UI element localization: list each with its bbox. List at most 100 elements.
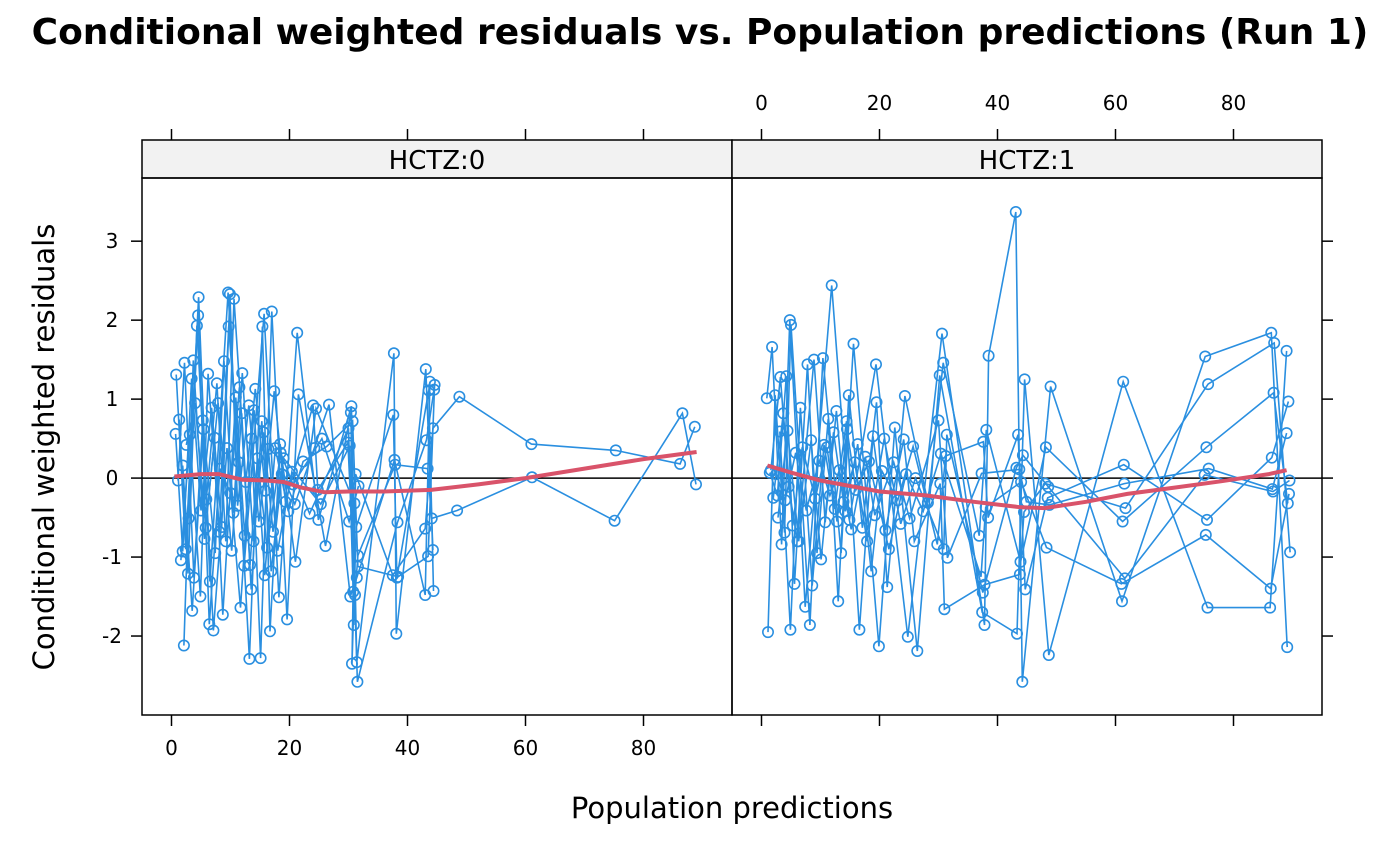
data-point (1010, 627, 1023, 640)
x-tick-label: 20 (867, 91, 892, 115)
data-point (210, 377, 223, 390)
data-point (784, 318, 797, 331)
data-point (243, 652, 256, 665)
data-point (766, 340, 779, 353)
data-point (816, 352, 829, 365)
data-point (771, 511, 784, 524)
subject-line (777, 430, 1290, 593)
data-point (308, 442, 321, 455)
smooth-line (766, 463, 1288, 511)
data-point (192, 309, 205, 322)
data-point (419, 588, 432, 601)
data-point (187, 354, 200, 367)
data-point (1012, 428, 1025, 441)
data-point (346, 415, 359, 428)
data-point (288, 498, 301, 511)
data-point (689, 478, 702, 491)
data-point (803, 618, 816, 631)
data-point (1009, 206, 1022, 219)
strip-background (141, 139, 733, 179)
data-point (911, 644, 924, 657)
subject-line (187, 315, 360, 625)
data-point (1119, 502, 1132, 515)
data-point (832, 595, 845, 608)
data-point (343, 439, 356, 452)
data-point (773, 425, 786, 438)
data-point (1118, 477, 1131, 490)
data-point (182, 512, 195, 525)
subject-line (779, 341, 1291, 630)
data-point (806, 579, 819, 592)
data-point (882, 543, 895, 556)
data-point (1118, 572, 1131, 585)
data-point (343, 515, 356, 528)
y-tick-label: 0 (106, 466, 119, 490)
panel-2: HCTZ:1 0 20 40 60 80 (731, 91, 1323, 726)
data-point (419, 363, 432, 376)
data-point (350, 571, 363, 584)
data-point (769, 389, 782, 402)
data-point (392, 570, 405, 583)
data-point (688, 420, 701, 433)
data-point (388, 453, 401, 466)
data-point (292, 388, 305, 401)
subject-line (775, 420, 1288, 559)
data-point (198, 532, 211, 545)
data-point (251, 452, 264, 465)
data-point (256, 320, 269, 333)
data-point (390, 627, 403, 640)
data-point (351, 675, 364, 688)
data-point (420, 434, 433, 447)
panel-1: HCTZ:0 0 20 40 60 80 (141, 129, 733, 760)
data-point (978, 618, 991, 631)
data-point (1039, 441, 1052, 454)
data-point (195, 504, 208, 517)
data-point (868, 509, 881, 522)
data-point (937, 356, 950, 369)
data-point (281, 613, 294, 626)
panel-border (141, 177, 733, 716)
data-point (202, 367, 215, 380)
strip-background (731, 139, 1323, 179)
data-point (1267, 386, 1280, 399)
data-point (258, 569, 271, 582)
data-point (216, 608, 229, 621)
data-point (786, 519, 799, 532)
data-point (807, 353, 820, 366)
data-point (344, 590, 357, 603)
data-point (937, 543, 950, 556)
data-point (212, 397, 225, 410)
data-point (788, 577, 801, 590)
data-point (265, 305, 278, 318)
data-point (192, 291, 205, 304)
data-point (265, 565, 278, 578)
data-point (781, 424, 794, 437)
subject-line (181, 361, 435, 682)
data-point (837, 495, 850, 508)
data-point (263, 625, 276, 638)
data-point (869, 358, 882, 371)
data-point (453, 390, 466, 403)
data-point (224, 487, 237, 500)
data-point (853, 623, 866, 636)
data-point (228, 292, 241, 305)
data-point (774, 370, 787, 383)
data-point (229, 391, 242, 404)
data-point (1040, 541, 1053, 554)
data-point (315, 432, 328, 445)
data-point (1268, 336, 1281, 349)
data-point (245, 583, 258, 596)
data-point (792, 535, 805, 548)
x-tick-label: 0 (755, 91, 768, 115)
data-point (208, 431, 221, 444)
subject-line (174, 294, 696, 592)
chart-title: Conditional weighted residuals vs. Popul… (32, 12, 1369, 53)
data-point (271, 544, 284, 557)
data-point (805, 434, 818, 447)
data-point (344, 406, 357, 419)
data-point (428, 378, 441, 391)
data-point (933, 369, 946, 382)
data-point (194, 590, 207, 603)
data-point (1116, 595, 1129, 608)
data-point (674, 457, 687, 470)
